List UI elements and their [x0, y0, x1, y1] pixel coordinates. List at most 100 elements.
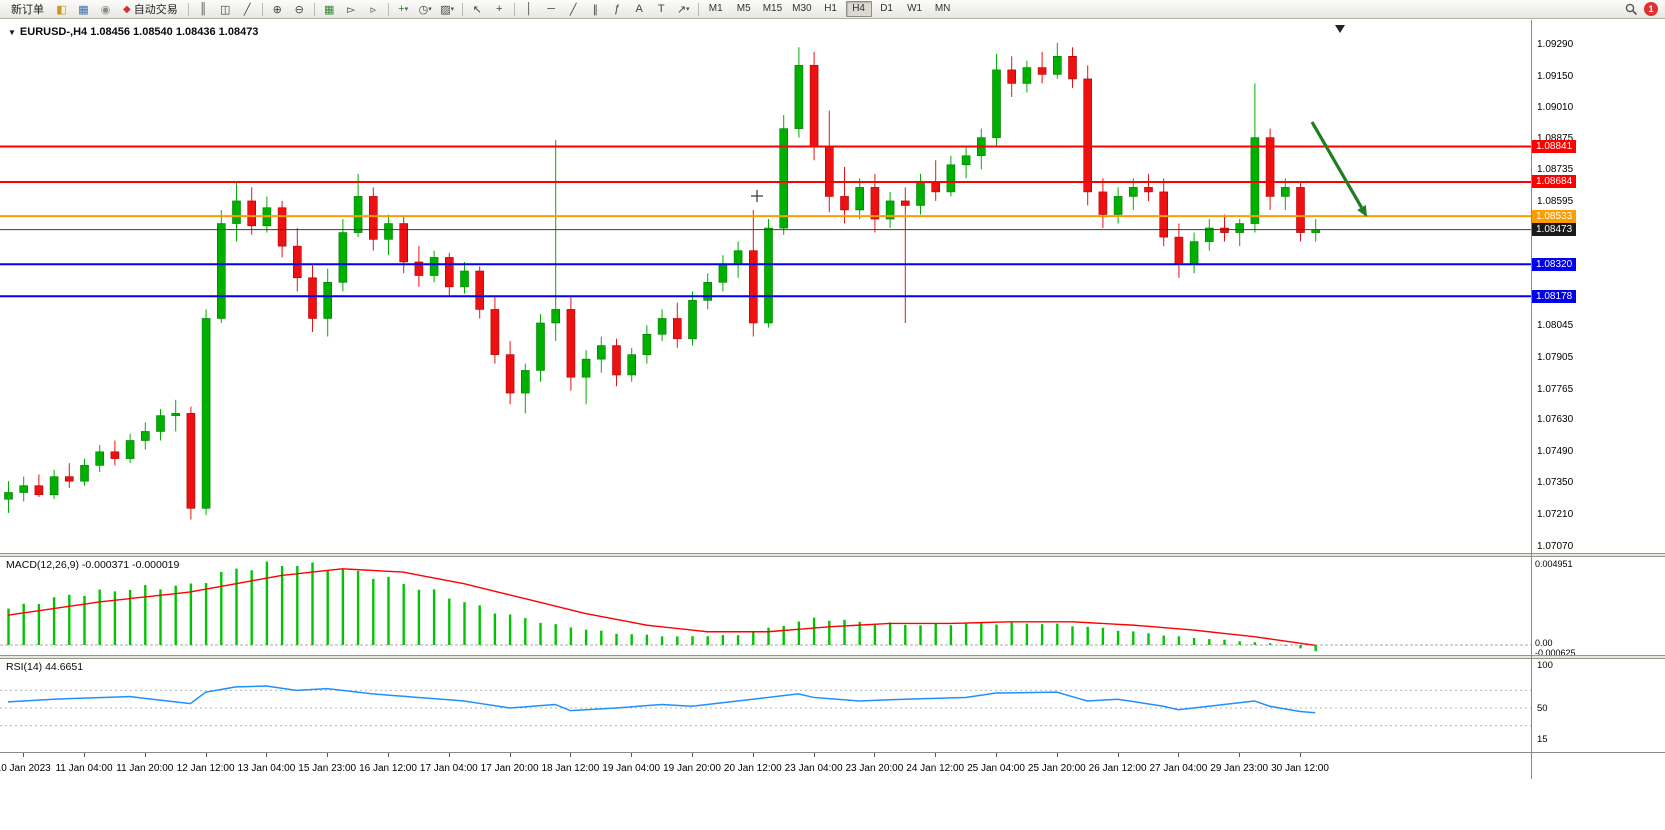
- time-label: 25 Jan 20:00: [1027, 763, 1086, 774]
- line-chart-icon[interactable]: ╱: [237, 1, 258, 18]
- toolbar-separator: [513, 2, 515, 16]
- text-icon[interactable]: A: [629, 1, 650, 18]
- symbol-header: ▼ EURUSD-,H4 1.08456 1.08540 1.08436 1.08…: [8, 26, 258, 38]
- price-tick: 1.07210: [1537, 509, 1574, 521]
- price-chart-panel[interactable]: [0, 21, 1531, 553]
- time-label: 15 Jan 23:00: [298, 763, 357, 774]
- autotrading-button-label: 自动交易: [133, 4, 178, 16]
- time-tick: [205, 753, 207, 757]
- autotrading-button[interactable]: ◆ 自动交易: [117, 1, 184, 18]
- current-price-badge: 1.08473: [1532, 223, 1577, 237]
- timeframe-M1[interactable]: M1: [708, 3, 723, 14]
- tile-windows-icon[interactable]: ▦: [319, 1, 340, 18]
- chart-shift-marker[interactable]: [1335, 25, 1345, 33]
- macd-panel[interactable]: [0, 557, 1531, 655]
- price-tick: 1.07070: [1537, 540, 1574, 552]
- time-label: 24 Jan 12:00: [906, 763, 965, 774]
- time-tick: [1239, 753, 1241, 757]
- indicators-icon-caret: ▾: [404, 6, 409, 13]
- price-tick: 1.08875: [1537, 132, 1574, 144]
- rsi-axis-label: 15: [1537, 733, 1548, 745]
- timeframe-M5[interactable]: M5: [736, 3, 751, 14]
- zoom-out-icon[interactable]: ⊖: [289, 1, 310, 18]
- sell-arrow-head: [1357, 204, 1367, 217]
- profit-chart-icon[interactable]: ◧: [51, 1, 72, 18]
- chart-collapse-icon[interactable]: ▼: [8, 28, 16, 37]
- panel-splitter-macd[interactable]: [0, 553, 1665, 557]
- time-tick: [1056, 753, 1058, 757]
- navigator-icon[interactable]: ◉: [95, 1, 116, 18]
- notification-badge[interactable]: 1: [1644, 2, 1658, 16]
- time-axis-border: [0, 752, 1665, 753]
- timeframe-MN[interactable]: MN: [934, 3, 951, 14]
- macd-min-label: -0.000625: [1535, 648, 1576, 658]
- templates-icon[interactable]: ▨ ▾: [437, 1, 458, 18]
- toolbar-separator: [461, 2, 463, 16]
- time-label: 13 Jan 04:00: [237, 763, 296, 774]
- search-symbol-icon[interactable]: [1625, 3, 1638, 16]
- cursor-icon[interactable]: ↖: [467, 1, 488, 18]
- arrows-glyph: ↗: [676, 3, 687, 16]
- time-tick: [874, 753, 876, 757]
- time-label: 26 Jan 12:00: [1088, 763, 1147, 774]
- rsi-panel[interactable]: [0, 659, 1531, 753]
- horizontal-line-icon[interactable]: ─: [541, 1, 562, 18]
- rsi-axis-label: 50: [1537, 703, 1548, 714]
- price-tick: 1.07490: [1537, 445, 1574, 457]
- chart-shift-icon[interactable]: ▹: [363, 1, 384, 18]
- navigator-glyph: ◉: [100, 3, 111, 16]
- price-badge-1.08533: 1.08533: [1532, 209, 1577, 223]
- price-tick: 1.07350: [1537, 477, 1574, 489]
- candlestick-chart-icon[interactable]: ◫: [215, 1, 236, 18]
- market-watch-icon[interactable]: ▦: [73, 1, 94, 18]
- price-axis-border: [1531, 20, 1532, 779]
- symbol-ohlc-text: EURUSD-,H4 1.08456 1.08540 1.08436 1.084…: [19, 26, 259, 38]
- toolbar-separator: [387, 2, 389, 16]
- time-tick: [935, 753, 937, 757]
- periods-icon[interactable]: ◷ ▾: [415, 1, 436, 18]
- time-tick: [1117, 753, 1119, 757]
- price-badge-1.08320: 1.08320: [1532, 257, 1577, 271]
- time-tick: [266, 753, 268, 757]
- timeframe-M15[interactable]: M15: [762, 3, 783, 14]
- timeframe-H4[interactable]: H4: [845, 1, 872, 17]
- toolbar-buttons: 新订单 ◧ ▦ ◉ ◆ 自动交易 ║ ◫ ╱ ⊕ ⊖ ▦ ▻ ▹ + ▾ ◷ ▾ ▨ ▾ ↖ + │ ─ ╱ ∥ ƒ A T ↗ ▾: [5, 1, 702, 18]
- time-label: 19 Jan 20:00: [663, 763, 721, 774]
- sell-arrow[interactable]: [1310, 121, 1363, 209]
- arrows-icon[interactable]: ↗ ▾: [673, 1, 694, 18]
- new-order-button-label: 新订单: [11, 4, 44, 16]
- time-label: 19 Jan 04:00: [602, 763, 661, 774]
- timeframe-W1[interactable]: W1: [907, 3, 923, 14]
- text-label-glyph: T: [657, 3, 665, 15]
- fibonacci-icon[interactable]: ƒ: [607, 1, 628, 18]
- panel-splitter-rsi[interactable]: [0, 655, 1665, 659]
- market-watch-glyph: ▦: [78, 3, 89, 16]
- text-label-icon[interactable]: T: [651, 1, 672, 18]
- time-label: 23 Jan 20:00: [845, 763, 904, 774]
- bar-chart-icon[interactable]: ║: [193, 1, 214, 18]
- templates-icon-caret: ▾: [450, 6, 455, 13]
- vertical-line-icon[interactable]: │: [519, 1, 540, 18]
- timeframe-D1[interactable]: D1: [880, 3, 893, 14]
- equidistant-channel-icon[interactable]: ∥: [585, 1, 606, 18]
- time-label: 16 Jan 12:00: [359, 763, 417, 774]
- toolbar-separator: [261, 2, 263, 16]
- profit-chart-glyph: ◧: [56, 3, 67, 16]
- timeframe-M30[interactable]: M30: [792, 3, 812, 14]
- zoom-in-icon[interactable]: ⊕: [267, 1, 288, 18]
- timeframe-H1[interactable]: H1: [824, 3, 837, 14]
- trendline-icon[interactable]: ╱: [563, 1, 584, 18]
- time-label: 11 Jan 20:00: [116, 763, 174, 774]
- macd-header: MACD(12,26,9) -0.000371 -0.000019: [6, 559, 180, 571]
- price-badge-1.08178: 1.08178: [1532, 289, 1577, 303]
- time-tick: [692, 753, 693, 757]
- time-tick: [23, 753, 25, 757]
- trendline-glyph: ╱: [569, 3, 577, 16]
- new-order-button[interactable]: 新订单: [5, 1, 50, 18]
- price-badge-1.08684: 1.08684: [1532, 175, 1577, 189]
- crosshair-icon[interactable]: +: [489, 1, 510, 18]
- candlestick-chart-glyph: ◫: [220, 3, 231, 16]
- auto-scroll-icon[interactable]: ▻: [341, 1, 362, 18]
- time-tick: [144, 753, 146, 757]
- indicators-icon[interactable]: + ▾: [393, 1, 414, 18]
